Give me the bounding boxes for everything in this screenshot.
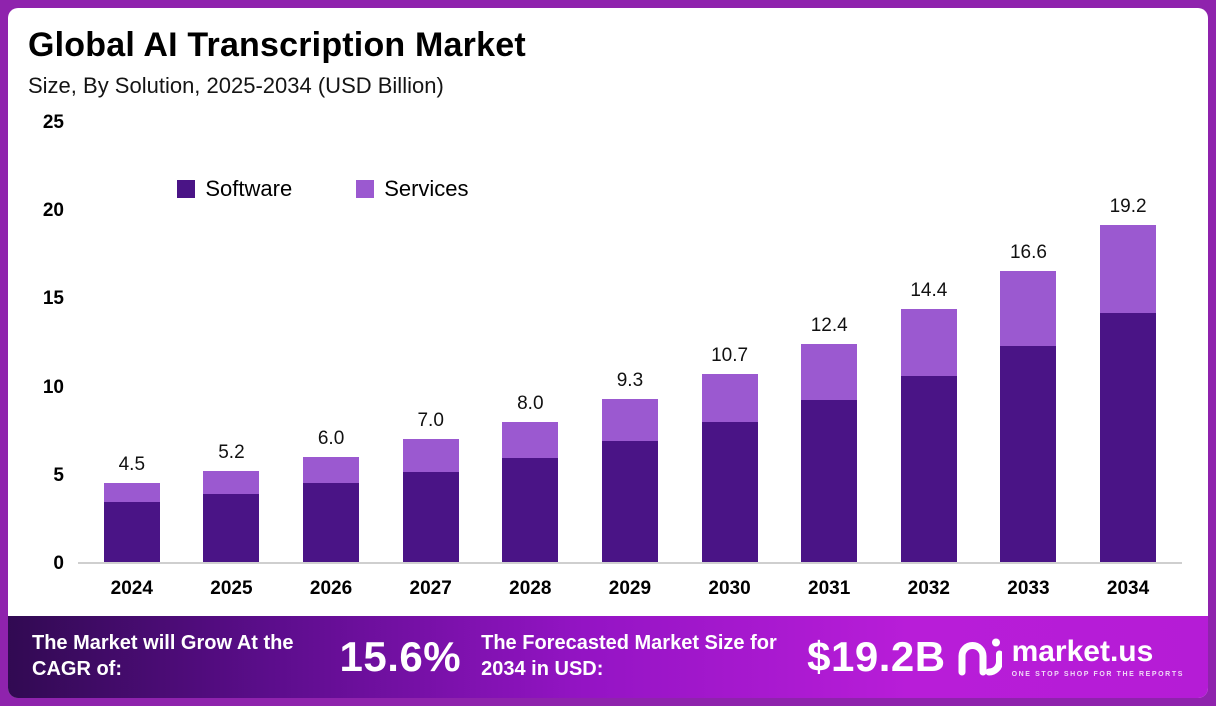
services-segment: [701, 374, 758, 422]
software-segment: [402, 472, 459, 562]
software-segment: [502, 458, 559, 562]
bar-total-label: 8.0: [517, 392, 544, 414]
x-axis-year-label: 2033: [1007, 578, 1050, 599]
chart-inner: 0 5 10 15 20 25 Software Services 4.5 2024 5.2 2…: [22, 112, 1182, 599]
y-tick-label: 20: [42, 200, 64, 222]
bar-total-label: 19.2: [1109, 195, 1147, 217]
x-axis-year-label: 2025: [210, 578, 253, 599]
software-segment: [801, 400, 858, 562]
plot-area: Software Services 4.5 2024 5.2 2025 6.0 2026 7…: [78, 123, 1182, 599]
bar-total-label: 4.5: [118, 453, 146, 475]
software-segment: [1000, 346, 1057, 562]
logo-tagline: ONE STOP SHOP FOR THE REPORTS: [1011, 670, 1184, 678]
y-tick-label: 25: [42, 112, 64, 133]
services-segment: [402, 439, 459, 473]
bar-total-label: 14.4: [910, 280, 948, 302]
legend-label-software: Software: [205, 175, 293, 201]
bar-total-label: 7.0: [417, 410, 444, 432]
x-axis-year-label: 2031: [808, 578, 851, 599]
bar-stack: [502, 421, 559, 562]
forecast-value: $19.2B: [807, 633, 946, 680]
software-segment: [900, 375, 957, 562]
chart-section: 0 5 10 15 20 25 Software Services 4.5 2024 5.2 2…: [8, 99, 1208, 616]
x-axis-year-label: 2032: [907, 578, 950, 599]
x-axis-year-label: 2026: [309, 578, 353, 599]
bar-column: 9.3 2029: [601, 123, 658, 599]
bar-total-label: 9.3: [616, 369, 644, 391]
x-axis-year-label: 2024: [110, 578, 153, 599]
bar-stack: [1100, 224, 1157, 562]
bar-column: 4.5 2024: [103, 123, 160, 599]
legend-label-services: Services: [384, 175, 469, 201]
services-segment: [303, 456, 360, 483]
legend-item-software: Software: [177, 176, 292, 202]
software-segment: [303, 482, 360, 562]
legend: Software Services: [177, 175, 469, 202]
page-subtitle: Size, By Solution, 2025-2034 (USD Billio…: [28, 73, 444, 98]
chart-header: Global AI Transcription Market Size, By …: [8, 8, 1208, 99]
bar-stack: [1000, 270, 1057, 562]
bar-stack: [303, 456, 360, 562]
bar-stack: [601, 398, 658, 562]
services-segment: [1100, 224, 1157, 313]
bar-total-label: 12.4: [810, 315, 848, 337]
y-tick-label: 10: [42, 376, 64, 398]
software-segment: [203, 493, 260, 562]
bar-stack: [801, 344, 858, 562]
forecast-label: The Forecasted Market Size for 2034 in U…: [481, 632, 777, 680]
x-axis-year-label: 2034: [1106, 578, 1150, 599]
marketus-logo: market.us ONE STOP SHOP FOR THE REPORTS: [956, 634, 1184, 680]
cagr-label: The Market will Grow At the CAGR of:: [32, 632, 294, 680]
software-segment: [601, 440, 658, 562]
services-segment: [103, 482, 160, 503]
software-segment: [701, 421, 758, 562]
footer-banner: The Market will Grow At the CAGR of: 15.…: [8, 616, 1208, 698]
y-tick-label: 15: [42, 288, 64, 310]
bar-column: 8.0 2028: [502, 123, 559, 599]
bar-total-label: 16.6: [1009, 241, 1047, 263]
services-segment: [203, 470, 260, 494]
bar-column: 10.7 2030: [701, 123, 758, 599]
bar-column: 7.0 2027: [402, 123, 459, 599]
services-segment: [801, 344, 858, 401]
services-swatch: [356, 179, 375, 198]
y-axis: 0 5 10 15 20 25: [22, 112, 78, 574]
bar-stack: [402, 439, 459, 562]
bars-container: 4.5 2024 5.2 2025 6.0 2026 7.0 2027 8.0 2028 9.3 20…: [78, 123, 1182, 599]
x-axis-year-label: 2027: [409, 578, 452, 599]
logo-text: market.us: [1011, 634, 1154, 668]
x-axis-year-label: 2028: [509, 578, 552, 599]
services-segment: [1000, 270, 1057, 347]
x-axis-year-label: 2030: [708, 578, 751, 599]
y-tick-label: 0: [53, 553, 64, 574]
bar-stack: [900, 309, 957, 562]
bar-column: 6.0 2026: [303, 123, 360, 599]
bar-column: 16.6 2033: [1000, 123, 1057, 599]
bar-column: 12.4 2031: [801, 123, 858, 599]
bar-total-label: 6.0: [317, 427, 345, 449]
logo-text-wrap: market.us ONE STOP SHOP FOR THE REPORTS: [1011, 634, 1184, 678]
x-axis-year-label: 2029: [608, 578, 652, 599]
bar-total-label: 10.7: [711, 345, 749, 367]
bar-column: 5.2 2025: [203, 123, 260, 599]
bar-stack: [701, 374, 758, 562]
chart-card: Global AI Transcription Market Size, By …: [8, 8, 1208, 698]
cagr-value: 15.6%: [339, 633, 462, 680]
bar-column: 14.4 2032: [900, 123, 957, 599]
software-segment: [103, 502, 160, 562]
marketus-logo-icon: [958, 638, 1002, 676]
software-segment: [1100, 312, 1157, 562]
bar-column: 19.2 2034: [1100, 123, 1157, 599]
bar-stack: [203, 470, 260, 562]
services-segment: [502, 421, 559, 459]
y-tick-label: 5: [53, 464, 64, 486]
page-title: Global AI Transcription Market: [28, 26, 526, 64]
services-segment: [900, 309, 957, 376]
bar-stack: [103, 482, 160, 562]
software-swatch: [177, 179, 196, 198]
bar-total-label: 5.2: [218, 441, 245, 463]
legend-item-services: Services: [356, 175, 469, 202]
services-segment: [601, 398, 658, 441]
